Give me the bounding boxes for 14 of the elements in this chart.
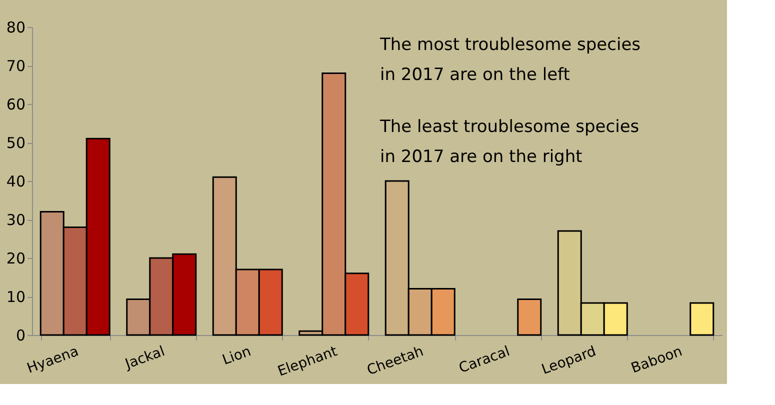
y-tick-label: 70 <box>6 57 26 75</box>
bar <box>517 298 542 336</box>
annotation: The least troublesome species in 2017 are on the right <box>379 117 640 167</box>
bar <box>690 302 714 336</box>
y-tick-label: 50 <box>6 134 26 152</box>
y-tick-label: 60 <box>6 96 26 114</box>
annotation: The most troublesome species in 2017 are on the left <box>379 35 641 85</box>
y-tick-label: 30 <box>6 211 26 229</box>
y-tick-label: 40 <box>6 172 26 190</box>
x-tick-label: Lion <box>220 344 254 369</box>
y-tick-label: 10 <box>6 288 26 306</box>
y-tick-label: 0 <box>16 326 26 344</box>
y-tick-label: 20 <box>6 250 26 268</box>
y-tick-label: 80 <box>6 18 26 36</box>
